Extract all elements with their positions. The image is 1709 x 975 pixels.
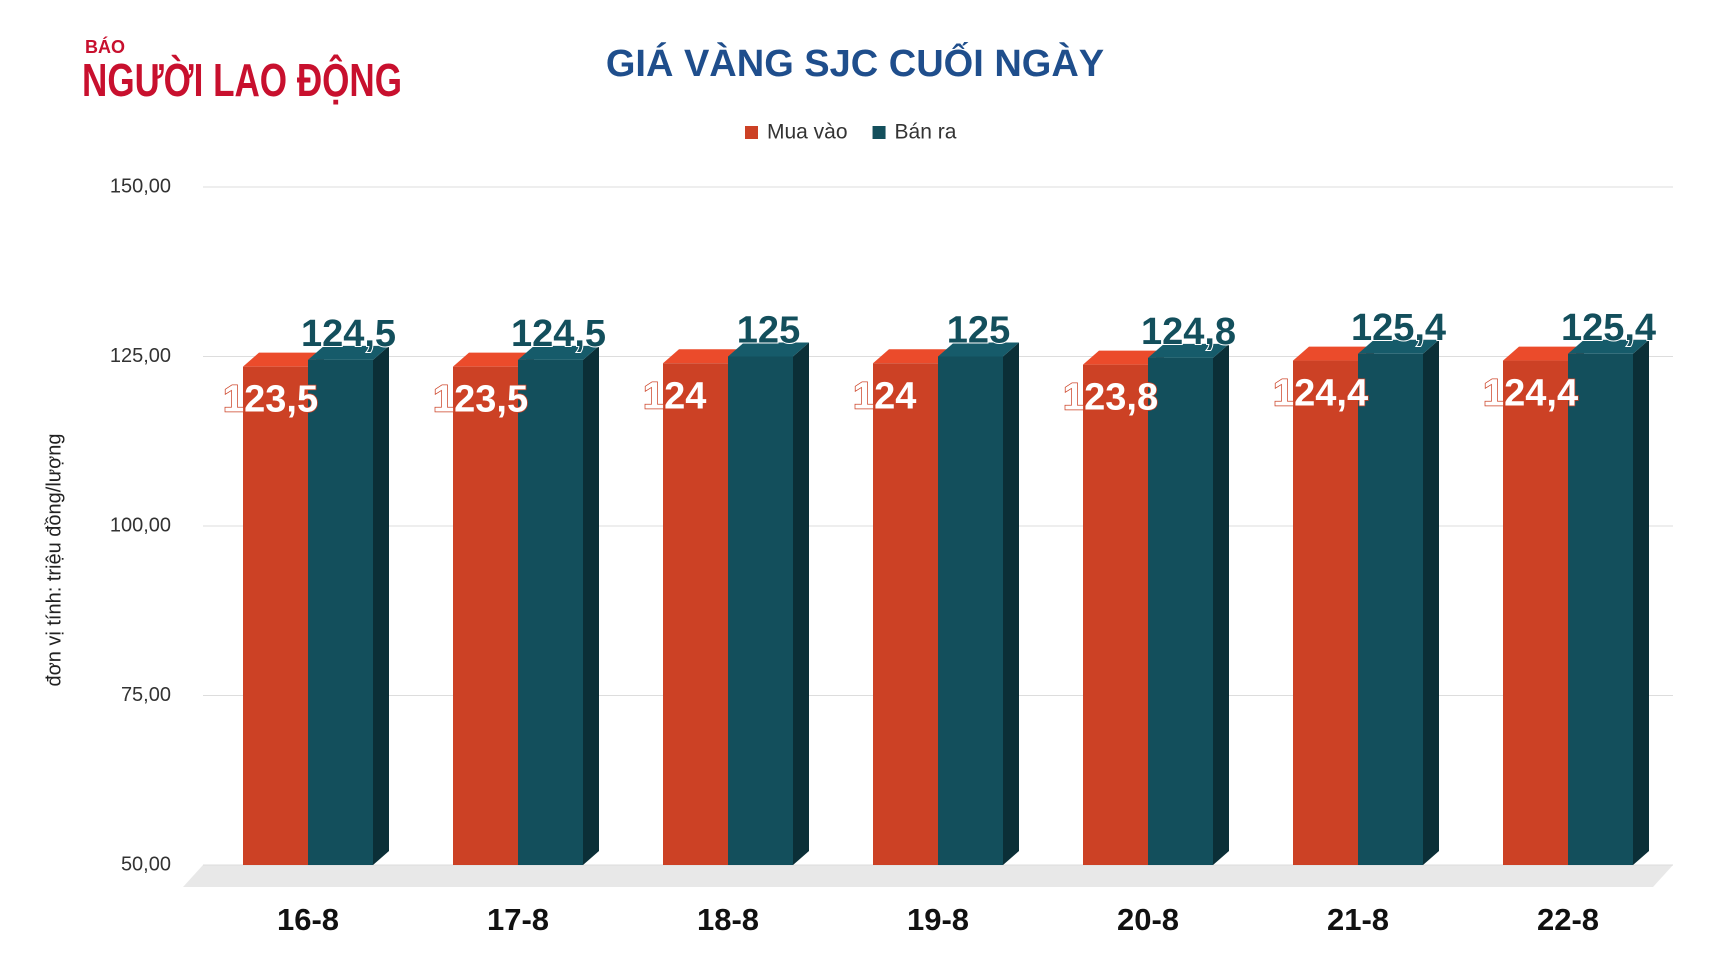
bar-face: [793, 342, 809, 865]
bar-face: [1293, 360, 1358, 865]
bar: [243, 352, 324, 865]
y-axis-label: đơn vị tính: triệu đồng/lượng: [43, 433, 65, 686]
x-tick-label: 19-8: [907, 902, 969, 937]
x-tick-label: 18-8: [697, 902, 759, 937]
value-label: 123,5: [433, 379, 528, 421]
bar-face: [1633, 339, 1649, 866]
value-label: 125,4: [1351, 307, 1446, 349]
legend-label: Bán ra: [895, 121, 957, 144]
bar-face: [938, 342, 1019, 357]
bar-face: [1423, 339, 1439, 866]
value-label: 124,4: [1273, 373, 1368, 415]
bar-face: [583, 345, 599, 865]
bar-face: [1213, 343, 1229, 866]
value-label: 124,8: [1141, 311, 1236, 353]
bar: [1568, 339, 1649, 866]
bar: [938, 342, 1019, 865]
bar-face: [518, 359, 583, 865]
value-label: 123,5: [223, 379, 318, 421]
bar-face: [1083, 350, 1164, 365]
value-label: 124,5: [301, 313, 396, 355]
bar: [1358, 339, 1439, 866]
value-label: 125: [947, 310, 1010, 352]
bar-face: [1568, 339, 1649, 354]
bar-face: [1083, 364, 1148, 865]
value-label: 125,4: [1561, 307, 1656, 349]
bar: [518, 345, 599, 865]
bar-face: [453, 366, 518, 865]
y-tick-label: 75,00: [121, 684, 171, 706]
bar-face: [663, 363, 728, 865]
bar-face: [728, 342, 809, 357]
x-tick-label: 22-8: [1537, 902, 1599, 937]
bar: [1148, 343, 1229, 866]
bar-face: [873, 363, 938, 865]
bar: [728, 342, 809, 865]
bar-face: [1503, 360, 1568, 865]
legend-label: Mua vào: [767, 121, 848, 144]
x-tick-label: 20-8: [1117, 902, 1179, 937]
bar-face: [373, 345, 389, 865]
bar-face: [308, 345, 389, 360]
chart-title: GIÁ VÀNG SJC CUỐI NGÀY: [606, 40, 1104, 85]
x-tick-label: 21-8: [1327, 902, 1389, 937]
bar-face: [308, 359, 373, 865]
x-tick-label: 17-8: [487, 902, 549, 937]
y-tick-label: 100,00: [110, 514, 171, 536]
value-label: 124: [853, 375, 916, 417]
bar-face: [938, 356, 1003, 865]
bar-face: [243, 352, 324, 367]
bar-face: [1358, 353, 1423, 865]
bar-face: [1003, 342, 1019, 865]
value-label: 123,8: [1063, 377, 1158, 419]
bar-face: [1503, 346, 1584, 361]
bar: [308, 345, 389, 865]
logo-name: NGƯỜI LAO ĐỘNG: [82, 54, 402, 106]
value-label: 124,4: [1483, 373, 1578, 415]
logo-small: BÁO: [85, 36, 125, 57]
bar-face: [873, 349, 954, 364]
floor: [183, 865, 1673, 887]
bar-face: [728, 356, 793, 865]
bar-face: [1148, 357, 1213, 865]
bar-face: [1568, 353, 1633, 865]
bar-face: [1293, 346, 1374, 361]
bar-face: [453, 352, 534, 367]
y-tick-label: 125,00: [110, 345, 171, 367]
legend-swatch: [745, 126, 758, 139]
bar-face: [518, 345, 599, 360]
bar-face: [1358, 339, 1439, 354]
bar-face: [1148, 343, 1229, 358]
legend-swatch: [872, 126, 886, 139]
bar-face: [243, 366, 308, 865]
bar-face: [663, 349, 744, 364]
value-label: 125: [737, 310, 800, 352]
value-label: 124,5: [511, 313, 606, 355]
y-tick-label: 50,00: [121, 853, 171, 875]
x-tick-label: 16-8: [277, 902, 339, 937]
value-label: 124: [643, 375, 706, 417]
y-tick-label: 150,00: [110, 175, 171, 197]
